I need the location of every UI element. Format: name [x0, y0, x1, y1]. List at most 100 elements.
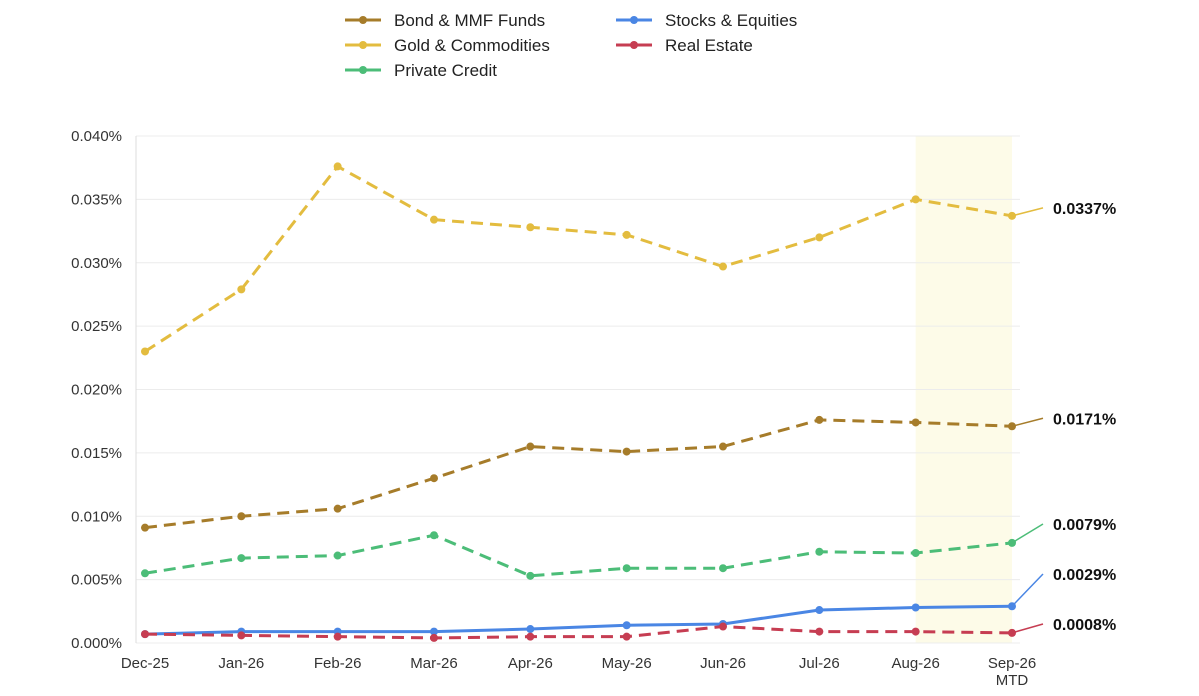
legend-label: Bond & MMF Funds [394, 11, 545, 30]
y-tick-label: 0.025% [71, 318, 122, 335]
data-point [815, 233, 824, 242]
series-bond-mmf-funds [141, 415, 1016, 532]
data-point [719, 622, 727, 631]
data-point [526, 223, 535, 232]
data-point [622, 447, 631, 456]
y-tick-label: 0.010% [71, 508, 122, 525]
data-point [333, 632, 342, 641]
x-tick-label: Mar-26 [410, 655, 458, 672]
x-tick-label: Jul-26 [799, 655, 840, 672]
data-point [622, 230, 631, 239]
data-point [430, 215, 438, 224]
legend-label: Private Credit [394, 61, 497, 80]
legend-label: Real Estate [665, 36, 753, 55]
series-private-credit [141, 531, 1016, 580]
y-tick-label: 0.020% [71, 382, 122, 399]
data-point [237, 285, 246, 294]
end-label-connector [1011, 417, 1044, 427]
end-value-label: 0.0008% [1053, 617, 1116, 634]
series-line [144, 625, 1013, 640]
x-tick-label: Jan-26 [218, 655, 264, 672]
legend-item: Bond & MMF Funds [345, 11, 545, 30]
data-point [430, 627, 438, 636]
x-tick-label: Sep-26 MTD [988, 655, 1036, 689]
grid-layer [136, 135, 1020, 644]
x-tick-label: Aug-26 [891, 655, 939, 672]
end-value-label: 0.0171% [1053, 411, 1116, 428]
data-point [719, 262, 727, 271]
y-tick-label: 0.015% [71, 445, 122, 462]
series-line [144, 418, 1013, 530]
data-point [719, 564, 727, 573]
legend-item: Private Credit [345, 61, 497, 80]
y-tick-label: 0.000% [71, 635, 122, 652]
end-value-label: 0.0029% [1053, 567, 1116, 584]
data-point [622, 632, 631, 641]
data-point [622, 621, 631, 630]
series-real-estate [141, 622, 1016, 642]
data-point [333, 504, 342, 513]
legend-swatch-marker [359, 16, 367, 24]
data-point [141, 569, 149, 578]
legend-swatch-marker [630, 41, 638, 49]
y-tick-label: 0.030% [71, 255, 122, 272]
legend-item: Real Estate [616, 36, 753, 55]
data-point [237, 631, 246, 640]
series-layer [141, 162, 1016, 642]
x-tick-label: Apr-26 [508, 655, 553, 672]
axis-layer: 0.000% 0.005% 0.010% 0.015% 0.020% 0.025% 0.03… [71, 128, 1036, 689]
x-tick-label: Dec-25 [121, 655, 169, 672]
legend-item: Gold & Commodities [345, 36, 550, 55]
data-point [333, 551, 342, 560]
data-point [911, 603, 920, 612]
end-label-layer: 0.0337% 0.0171% 0.0079% 0.0029% 0.0008% [1011, 201, 1116, 634]
data-point [526, 442, 535, 451]
series-line [144, 604, 1013, 636]
data-point [237, 554, 246, 563]
data-point [526, 625, 535, 634]
legend-swatch-marker [630, 16, 638, 24]
data-point [815, 547, 824, 556]
legend-swatch-marker [359, 66, 367, 74]
end-label-connector [1011, 523, 1044, 544]
legend-label: Gold & Commodities [394, 36, 550, 55]
data-point [911, 627, 920, 636]
data-point [430, 633, 438, 642]
data-point [141, 347, 149, 356]
data-point [430, 531, 438, 540]
x-tick-label: Feb-26 [314, 655, 362, 672]
legend: Bond & MMF Funds Gold & Commodities Privat… [345, 11, 797, 80]
end-value-label: 0.0079% [1053, 517, 1116, 534]
data-point [237, 512, 246, 521]
end-label-connector [1011, 623, 1044, 634]
data-point [141, 630, 149, 639]
data-point [911, 549, 920, 558]
data-point [911, 195, 920, 204]
end-label-connector [1011, 207, 1044, 217]
data-point [526, 571, 535, 580]
data-point [815, 606, 824, 615]
series-stocks-equities [141, 602, 1016, 639]
data-point [815, 415, 824, 424]
data-point [622, 564, 631, 573]
data-point [333, 162, 342, 171]
series-line [144, 533, 1013, 578]
legend-swatch-marker [359, 41, 367, 49]
end-value-label: 0.0337% [1053, 201, 1116, 218]
x-tick-label: Jun-26 [700, 655, 746, 672]
data-point [815, 627, 824, 636]
data-point [911, 418, 920, 427]
x-tick-label: May-26 [602, 655, 652, 672]
y-tick-label: 0.005% [71, 572, 122, 589]
data-point [719, 442, 727, 451]
y-tick-label: 0.040% [71, 128, 122, 145]
y-tick-label: 0.035% [71, 191, 122, 208]
series-line [144, 164, 1013, 353]
legend-item: Stocks & Equities [616, 11, 797, 30]
end-label-connector [1011, 573, 1044, 607]
legend-label: Stocks & Equities [665, 11, 797, 30]
data-point [430, 474, 438, 483]
data-point [141, 523, 149, 532]
data-point [526, 632, 535, 641]
